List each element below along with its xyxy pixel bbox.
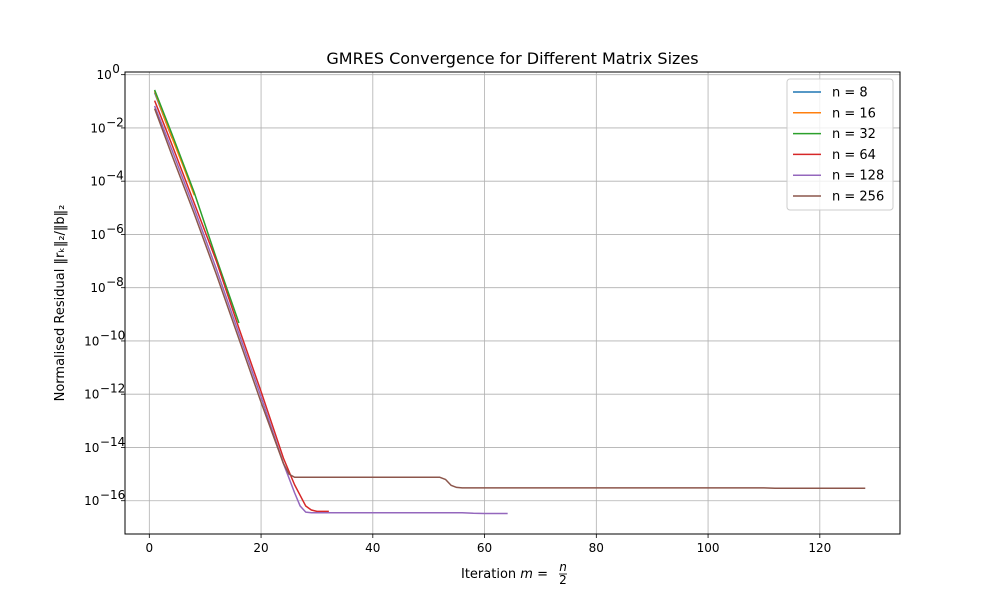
series-line-2	[153, 91, 195, 196]
series-lines	[153, 89, 866, 515]
y-tick-base: 10	[84, 388, 99, 402]
y-tick-exponent: −6	[106, 222, 124, 236]
y-tick-label: 10 −16	[84, 488, 125, 508]
series-line-6	[153, 108, 866, 489]
legend-box	[786, 78, 894, 211]
y-axis-label: Normalised Residual ‖rₖ‖₂/‖b‖₂	[53, 205, 68, 402]
y-tick-exponent: −12	[100, 382, 125, 396]
y-tick-exponent: 0	[112, 62, 120, 76]
x-axis-label-numerator: n	[559, 560, 567, 574]
series-line-4	[153, 100, 329, 513]
y-tick-base: 10	[90, 175, 105, 189]
series-line-5	[153, 105, 508, 515]
x-tick-label: 60	[477, 541, 492, 555]
x-axis-ticks: 0 20 40 60 80 100 120	[145, 534, 831, 555]
legend-entry: n = 8	[832, 86, 868, 101]
y-tick-exponent: −4	[106, 169, 124, 183]
y-tick-label: 10 0	[97, 62, 120, 82]
legend: n = 8 n = 16 n = 32 n = 64 n = 128 n = 256	[786, 78, 894, 211]
grid	[125, 72, 900, 534]
y-tick-base: 10	[97, 68, 112, 82]
legend-entry: n = 128	[832, 169, 884, 184]
y-tick-label: 10 −10	[84, 328, 125, 348]
x-axis-label-var: m	[520, 567, 533, 582]
y-tick-label: 10 −6	[90, 222, 123, 242]
x-tick-label: 80	[589, 541, 604, 555]
legend-entry: n = 64	[832, 148, 876, 163]
legend-entry: n = 16	[832, 106, 876, 121]
y-tick-base: 10	[90, 228, 105, 242]
x-axis-label-eq: =	[533, 567, 548, 582]
y-tick-base: 10	[84, 441, 99, 455]
legend-entry: n = 256	[832, 190, 884, 205]
x-tick-label: 20	[253, 541, 268, 555]
x-axis-label-denominator: 2	[559, 573, 567, 587]
x-tick-label: 40	[365, 541, 380, 555]
y-tick-exponent: −8	[106, 275, 124, 289]
chart-title: GMRES Convergence for Different Matrix S…	[326, 49, 698, 68]
y-tick-label: 10 −12	[84, 382, 125, 402]
y-tick-label: 10 −14	[84, 435, 125, 455]
y-tick-label: 10 −4	[90, 169, 123, 189]
x-tick-label: 120	[808, 541, 831, 555]
x-axis-label-fraction: n 2	[558, 560, 567, 587]
legend-entry: n = 32	[832, 127, 876, 142]
x-tick-label: 0	[145, 541, 153, 555]
x-axis-label: Iteration m =	[461, 567, 548, 582]
y-tick-exponent: −16	[100, 488, 125, 502]
y-tick-base: 10	[84, 334, 99, 348]
x-axis-label-prefix: Iteration	[461, 567, 520, 582]
y-tick-base: 10	[84, 494, 99, 508]
y-tick-label: 10 −8	[90, 275, 123, 295]
y-tick-exponent: −14	[100, 435, 125, 449]
y-tick-exponent: −2	[106, 115, 124, 129]
x-tick-label: 100	[697, 541, 720, 555]
y-tick-base: 10	[90, 121, 105, 135]
y-tick-exponent: −10	[100, 328, 125, 342]
y-tick-base: 10	[90, 281, 105, 295]
series-line-3	[153, 89, 240, 324]
plot-area-frame	[124, 71, 901, 535]
y-tick-label: 10 −2	[90, 115, 123, 135]
